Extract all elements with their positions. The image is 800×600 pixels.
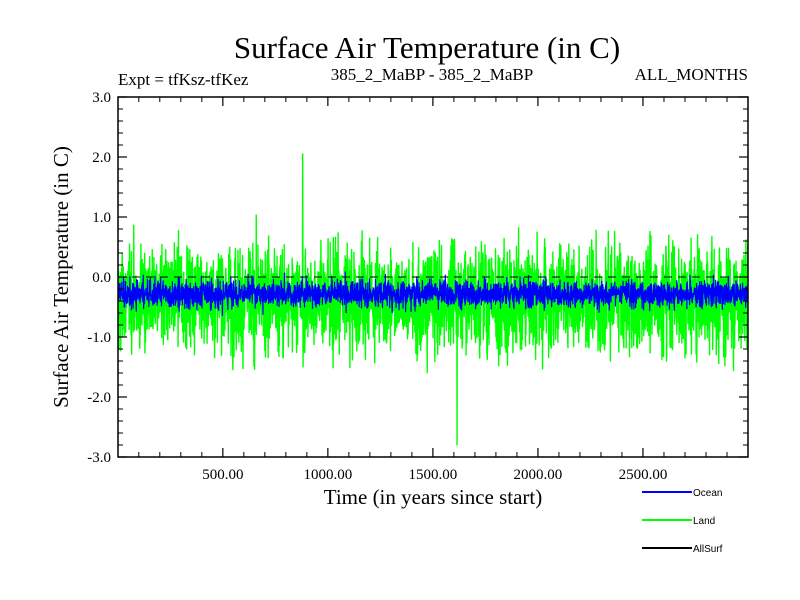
y-tick-label: 1.0: [92, 210, 111, 226]
legend-label-ocean: Ocean: [693, 488, 722, 499]
x-axis: 500.00 1000.00 1500.00 2000.00 2500.00: [138, 97, 728, 483]
y-axis: -3.0 -2.0 -1.0 0.0 1.0 2.0 3.0: [87, 90, 748, 466]
plot-area: [118, 153, 748, 446]
y-tick-label: 0.0: [92, 270, 111, 286]
subtitle-left: Expt = tfKsz-tfKez: [118, 70, 249, 89]
legend: Ocean Land AllSurf: [642, 488, 723, 555]
x-tick-label: 1000.00: [303, 467, 352, 483]
x-tick-label: 2500.00: [619, 467, 668, 483]
y-tick-label: 2.0: [92, 150, 111, 166]
legend-label-land: Land: [693, 516, 715, 527]
x-tick-label: 500.00: [202, 467, 243, 483]
x-tick-label: 2000.00: [514, 467, 563, 483]
subtitle-center: 385_2_MaBP - 385_2_MaBP: [331, 65, 533, 84]
chart-title: Surface Air Temperature (in C): [234, 30, 620, 65]
series-line-ocean: [118, 271, 748, 316]
y-tick-label: -1.0: [87, 330, 111, 346]
subtitle-right: ALL_MONTHS: [635, 65, 748, 84]
y-tick-label: -3.0: [87, 450, 111, 466]
legend-label-allsurf: AllSurf: [693, 544, 723, 555]
y-axis-label: Surface Air Temperature (in C): [49, 146, 73, 408]
x-axis-label: Time (in years since start): [324, 485, 543, 509]
x-tick-label: 1500.00: [409, 467, 458, 483]
y-tick-label: -2.0: [87, 390, 111, 406]
y-tick-label: 3.0: [92, 90, 111, 106]
